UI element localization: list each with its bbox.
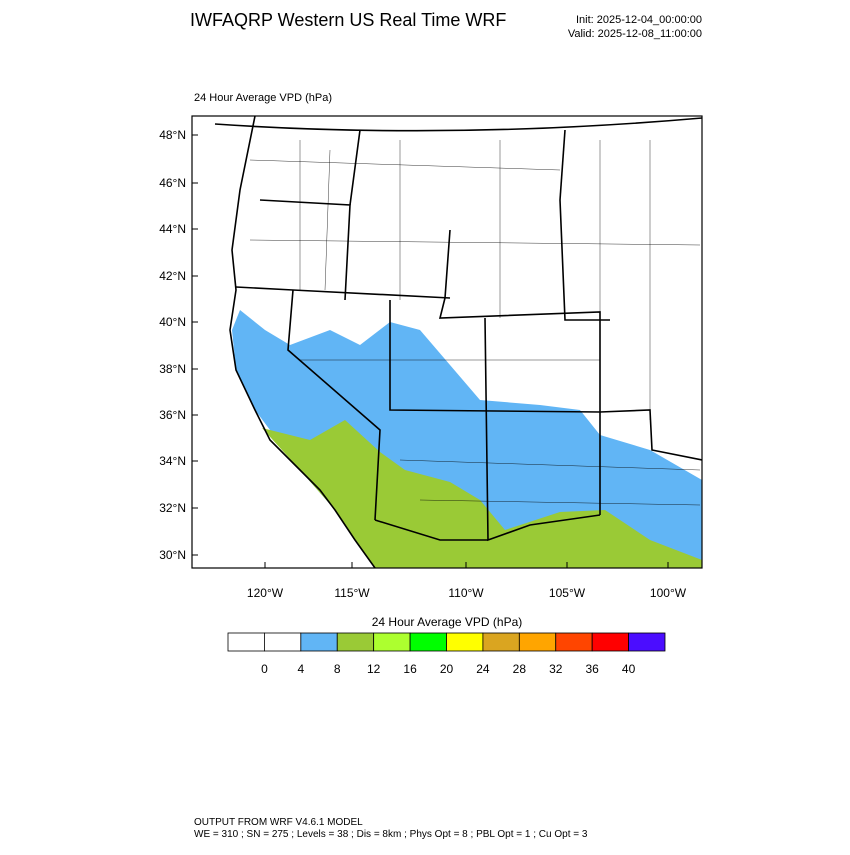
colorbar-box (409, 632, 447, 652)
lon-label: 105°W (549, 586, 586, 600)
colorbar-label: 0 (261, 662, 268, 676)
colorbar-label: 32 (549, 662, 563, 676)
lon-label: 115°W (334, 586, 370, 600)
lat-label: 48°N (159, 128, 186, 142)
lat-label: 34°N (159, 454, 186, 468)
lat-label: 40°N (159, 315, 186, 329)
colorbar-box (555, 632, 593, 652)
green-region (262, 420, 702, 568)
colorbar-label: 40 (622, 662, 636, 676)
colorbar-label: 12 (367, 662, 381, 676)
colorbar-box (446, 632, 484, 652)
colorbar-box (518, 632, 557, 652)
colorbar-label: 36 (585, 662, 599, 676)
colorbar-title: 24 Hour Average VPD (hPa) (372, 615, 523, 629)
map (214, 116, 702, 568)
lon-label: 110°W (448, 586, 484, 600)
map-frame (191, 115, 703, 569)
lat-label: 30°N (159, 548, 186, 562)
borders (214, 116, 702, 568)
colorbar-label: 4 (297, 662, 304, 676)
colorbar: 0 4 8 12 16 20 24 28 32 36 40 (227, 632, 666, 676)
ticks: 48°N 46°N 44°N 42°N 40°N 38°N 36°N 34°N 32°N 30°N… (159, 128, 687, 600)
lat-label: 42°N (159, 269, 186, 283)
lat-label: 44°N (159, 222, 186, 236)
colorbar-label: 20 (440, 662, 454, 676)
county-lines (249, 140, 701, 506)
colorbar-label: 8 (334, 662, 341, 676)
title: IWFAQRP Western US Real Time WRF (190, 10, 506, 30)
lat-label: 36°N (159, 408, 186, 422)
lon-label: 120°W (247, 586, 284, 600)
colorbar-box (227, 632, 265, 652)
colorbar-label: 16 (403, 662, 417, 676)
colorbar-box (300, 632, 338, 652)
colorbar-label: 24 (476, 662, 490, 676)
valid-time: Valid: 2025-12-08_11:00:00 (568, 28, 702, 40)
map-title: 24 Hour Average VPD (hPa) (194, 92, 332, 104)
init-time: Init: 2025-12-04_00:00:00 (576, 14, 702, 26)
lat-label: 46°N (159, 176, 186, 190)
colorbar-box (591, 632, 629, 652)
colorbar-label: 28 (513, 662, 527, 676)
colorbar-box (628, 632, 666, 652)
lon-label: 100°W (650, 586, 687, 600)
colorbar-box (482, 632, 520, 652)
colorbar-box (264, 632, 302, 652)
footer-line: WE = 310 ; SN = 275 ; Levels = 38 ; Dis … (194, 829, 588, 840)
footer-line: OUTPUT FROM WRF V4.6.1 MODEL (194, 817, 363, 828)
colorbar-box (336, 632, 375, 652)
lat-label: 32°N (159, 501, 186, 515)
lat-label: 38°N (159, 362, 186, 376)
colorbar-box (373, 632, 411, 652)
